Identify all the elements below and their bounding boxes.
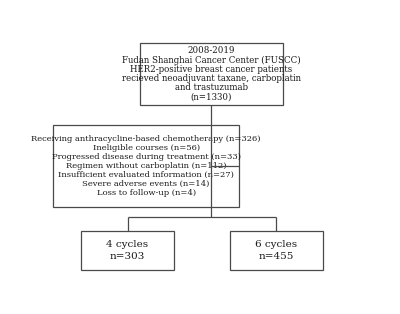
Text: Regimen without carboplatin (n=112): Regimen without carboplatin (n=112) xyxy=(66,162,226,170)
FancyBboxPatch shape xyxy=(140,42,282,106)
Text: n=303: n=303 xyxy=(110,252,145,261)
FancyBboxPatch shape xyxy=(81,231,174,270)
Text: Loss to follow-up (n=4): Loss to follow-up (n=4) xyxy=(96,189,196,197)
Text: Ineligible courses (n=56): Ineligible courses (n=56) xyxy=(92,144,200,152)
FancyBboxPatch shape xyxy=(230,231,323,270)
Text: Fudan Shanghai Cancer Center (FUSCC): Fudan Shanghai Cancer Center (FUSCC) xyxy=(122,56,300,65)
Text: (n=1330): (n=1330) xyxy=(190,93,232,102)
Text: 4 cycles: 4 cycles xyxy=(106,240,148,249)
Text: 2008-2019: 2008-2019 xyxy=(188,46,235,55)
Text: Progressed disease during treatment (n=33): Progressed disease during treatment (n=3… xyxy=(52,153,241,161)
Text: 6 cycles: 6 cycles xyxy=(255,240,297,249)
Text: HER2-positive breast cancer patients: HER2-positive breast cancer patients xyxy=(130,65,292,74)
Text: Severe adverse events (n=14): Severe adverse events (n=14) xyxy=(82,180,210,188)
Text: n=455: n=455 xyxy=(259,252,294,261)
Text: and trastuzumab: and trastuzumab xyxy=(175,84,248,92)
Text: recieved neoadjuvant taxane, carboplatin: recieved neoadjuvant taxane, carboplatin xyxy=(122,74,301,83)
Text: Receiving anthracycline-based chemotherapy (n=326): Receiving anthracycline-based chemothera… xyxy=(31,135,261,143)
Text: Insufficient evaluated information (n=27): Insufficient evaluated information (n=27… xyxy=(58,171,234,179)
FancyBboxPatch shape xyxy=(53,125,239,207)
